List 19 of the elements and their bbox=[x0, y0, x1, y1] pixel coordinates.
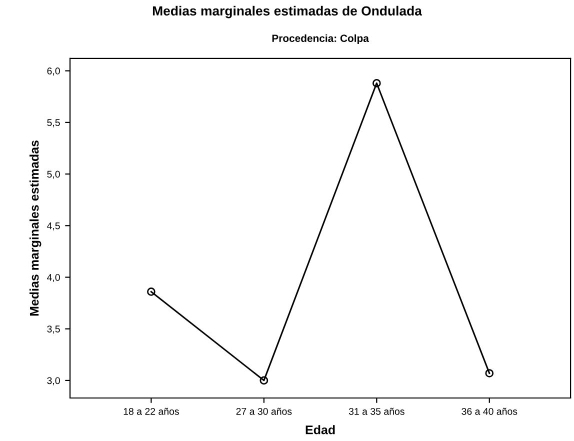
point bbox=[485, 369, 494, 378]
x-tick-label: 18 a 22 años bbox=[124, 408, 179, 415]
y-tick-label: 5,5 bbox=[47, 119, 60, 128]
y-tick-label: 3,5 bbox=[47, 326, 60, 334]
x-axis-title: Edad bbox=[306, 425, 335, 434]
point bbox=[260, 376, 268, 385]
point bbox=[372, 79, 381, 88]
x-tick-label: 27 a 30 años bbox=[236, 408, 292, 415]
x-tick-label: 36 a 40 años bbox=[462, 408, 518, 415]
point bbox=[147, 288, 156, 296]
y-tick-label: 6,0 bbox=[47, 68, 60, 76]
x-tick-label: 31 a 35 años bbox=[348, 408, 404, 415]
chart-title: Medias marginales estimadas de Ondulada bbox=[152, 6, 422, 18]
y-axis-title: Medias marginales estimadas bbox=[30, 140, 42, 316]
y-tick-label: 4,5 bbox=[47, 222, 60, 230]
y-tick-label: 4,0 bbox=[47, 274, 60, 282]
chart-subtitle: Procedencia: Colpa bbox=[272, 34, 369, 44]
y-tick-label: 3,0 bbox=[47, 377, 60, 386]
y-tick-label: 5,0 bbox=[47, 170, 60, 179]
